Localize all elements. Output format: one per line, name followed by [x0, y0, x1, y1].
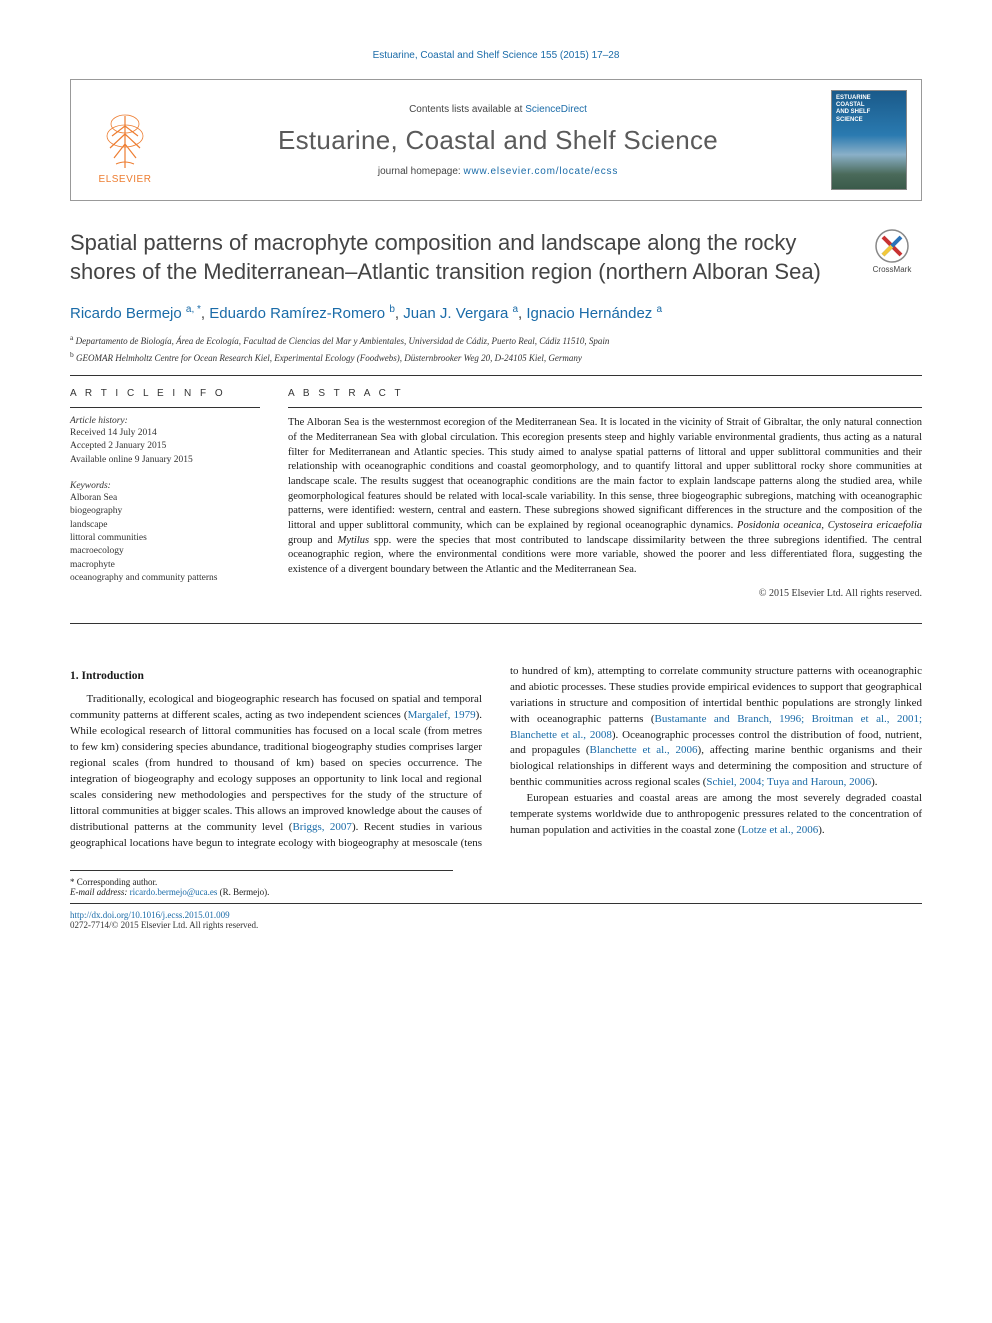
author-link[interactable]: Ignacio Hernández [526, 305, 652, 322]
citation-link[interactable]: Margalef, 1979 [408, 709, 476, 721]
keyword: macroecology [70, 545, 260, 558]
keyword: littoral communities [70, 532, 260, 545]
journal-homepage-link[interactable]: www.elsevier.com/locate/ecss [463, 166, 618, 177]
running-head: Estuarine, Coastal and Shelf Science 155… [70, 50, 922, 61]
doi-link[interactable]: http://dx.doi.org/10.1016/j.ecss.2015.01… [70, 910, 230, 920]
abstract-column: A B S T R A C T The Alboran Sea is the w… [288, 388, 922, 599]
article-title: Spatial patterns of macrophyte compositi… [70, 229, 862, 286]
email-label: E-mail address: [70, 887, 130, 897]
section-heading: 1. Introduction [70, 668, 482, 685]
publisher-logo[interactable]: ELSEVIER [85, 95, 165, 185]
crossmark-badge[interactable]: CrossMark [862, 229, 922, 274]
journal-header: ELSEVIER Contents lists available at Sci… [70, 79, 922, 201]
corresponding-email-link[interactable]: ricardo.bermejo@uca.es [130, 887, 218, 897]
abstract-copyright: © 2015 Elsevier Ltd. All rights reserved… [288, 588, 922, 599]
body-paragraph: European estuaries and coastal areas are… [510, 791, 922, 839]
keyword: biogeography [70, 505, 260, 518]
affiliations: a Departamento de Biología, Área de Ecol… [70, 332, 922, 365]
divider [70, 375, 922, 376]
citation-link[interactable]: Schiel, 2004; Tuya and Haroun, 2006 [706, 776, 871, 788]
abstract-text: The Alboran Sea is the westernmost ecore… [288, 416, 922, 578]
corresponding-author-block: * Corresponding author. E-mail address: … [70, 870, 453, 897]
article-info-heading: A R T I C L E I N F O [70, 388, 260, 399]
abstract-heading: A B S T R A C T [288, 388, 922, 399]
author-link[interactable]: Juan J. Vergara [403, 305, 508, 322]
email-suffix: (R. Bermejo). [217, 887, 269, 897]
history-label: Article history: [70, 416, 260, 426]
journal-cover-thumbnail[interactable] [831, 90, 907, 190]
keyword: oceanography and community patterns [70, 572, 260, 585]
citation-link[interactable]: Lotze et al., 2006 [742, 824, 819, 836]
corresponding-label: * Corresponding author. [70, 877, 453, 887]
affiliation-line: b GEOMAR Helmholtz Centre for Ocean Rese… [70, 349, 922, 366]
publisher-name: ELSEVIER [99, 174, 152, 185]
article-body: 1. Introduction Traditionally, ecologica… [70, 664, 922, 852]
keyword: macrophyte [70, 559, 260, 572]
received-date: Received 14 July 2014 [70, 427, 260, 440]
accepted-date: Accepted 2 January 2015 [70, 440, 260, 453]
author-link[interactable]: Eduardo Ramírez-Romero [209, 305, 385, 322]
crossmark-label: CrossMark [873, 265, 912, 274]
author-list: Ricardo Bermejo a, *, Eduardo Ramírez-Ro… [70, 304, 922, 322]
page-footer: http://dx.doi.org/10.1016/j.ecss.2015.01… [70, 903, 922, 930]
contents-prefix: Contents lists available at [409, 104, 525, 115]
journal-name: Estuarine, Coastal and Shelf Science [175, 125, 821, 156]
affiliation-line: a Departamento de Biología, Área de Ecol… [70, 332, 922, 349]
keyword: landscape [70, 519, 260, 532]
keyword: Alboran Sea [70, 492, 260, 505]
keywords-label: Keywords: [70, 481, 260, 491]
sciencedirect-link[interactable]: ScienceDirect [525, 104, 587, 115]
crossmark-icon [875, 229, 909, 263]
citation-link[interactable]: Blanchette et al., 2006 [590, 744, 698, 756]
author-link[interactable]: Ricardo Bermejo [70, 305, 182, 322]
elsevier-tree-icon [102, 114, 148, 170]
issn-copyright: 0272-7714/© 2015 Elsevier Ltd. All right… [70, 920, 922, 930]
online-date: Available online 9 January 2015 [70, 454, 260, 467]
contents-available-line: Contents lists available at ScienceDirec… [175, 104, 821, 115]
journal-homepage-line: journal homepage: www.elsevier.com/locat… [175, 166, 821, 177]
homepage-prefix: journal homepage: [378, 166, 464, 177]
citation-link[interactable]: Briggs, 2007 [292, 821, 352, 833]
article-info-sidebar: A R T I C L E I N F O Article history: R… [70, 388, 260, 599]
divider [70, 623, 922, 624]
